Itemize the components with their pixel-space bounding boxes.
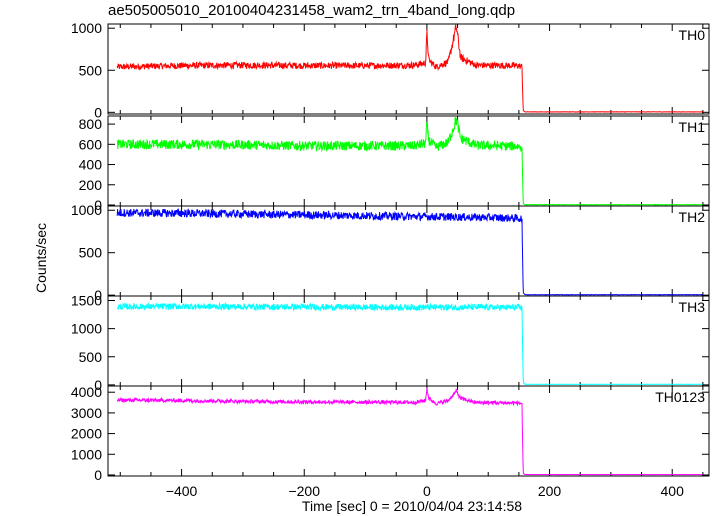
y-tick-label: 200: [79, 177, 103, 193]
y-tick-label: 800: [79, 116, 103, 132]
panel-th0: 0 500 1000 TH0: [71, 20, 710, 120]
x-tick-label: 400: [661, 483, 685, 499]
x-axis-label: Time [sec] 0 = 2010/04/04 23:14:58: [302, 498, 522, 514]
panel-frame: [107, 23, 710, 115]
y-tick-label: 500: [79, 349, 103, 365]
panel-th3: 0 500 1000 1500 TH3: [71, 293, 710, 393]
panel-frame: [107, 115, 710, 207]
y-tick-label: 400: [79, 157, 103, 173]
series-line-th3: [116, 301, 703, 385]
series-line-th1: [116, 115, 703, 206]
y-axis-label: Counts/sec: [33, 223, 49, 293]
x-tick-label: −400: [166, 483, 198, 499]
y-tick-label: 0: [94, 287, 102, 303]
y-tick-label: 600: [79, 136, 103, 152]
y-tick-label: 0: [94, 197, 102, 213]
chart-panels: 0 500 1000 TH0 0 200 400 600 800 TH1 0 500 1000 TH2 0 5…: [71, 20, 710, 499]
y-tick-label: 500: [79, 245, 103, 261]
y-tick-label: 1000: [71, 446, 102, 462]
y-tick-label: 0: [94, 104, 102, 120]
panel-th1: 0 200 400 600 800 TH1: [79, 115, 710, 213]
y-tick-label: 1000: [71, 321, 102, 337]
panel-label: TH0123: [655, 389, 705, 405]
chart-title: ae505005010_20100404231458_wam2_trn_4ban…: [108, 2, 516, 19]
series-line-th0: [116, 24, 703, 113]
y-tick-label: 2000: [71, 426, 102, 442]
panel-label: TH3: [679, 299, 706, 315]
panel-frame: [107, 385, 710, 477]
panel-label: TH2: [679, 209, 706, 225]
panel-th2: 0 500 1000 TH2: [71, 202, 710, 303]
y-tick-label: 4000: [71, 384, 102, 400]
y-tick-label: 500: [79, 62, 103, 78]
y-tick-label: 1500: [71, 293, 102, 309]
panel-label: TH0: [679, 27, 706, 43]
y-tick-label: 0: [94, 377, 102, 393]
panel-label: TH1: [679, 119, 706, 135]
x-tick-label: 0: [423, 483, 431, 499]
y-tick-label: 3000: [71, 405, 102, 421]
y-tick-label: 1000: [71, 202, 102, 218]
x-tick-label: 200: [538, 483, 562, 499]
y-tick-label: 1000: [71, 20, 102, 36]
y-tick-label: 0: [94, 467, 102, 483]
panel-th0123: 0 1000 2000 3000 4000 TH0123: [71, 384, 710, 483]
series-line-th2: [116, 207, 703, 296]
x-tick-label: −200: [288, 483, 320, 499]
series-line-th0123: [116, 388, 703, 476]
